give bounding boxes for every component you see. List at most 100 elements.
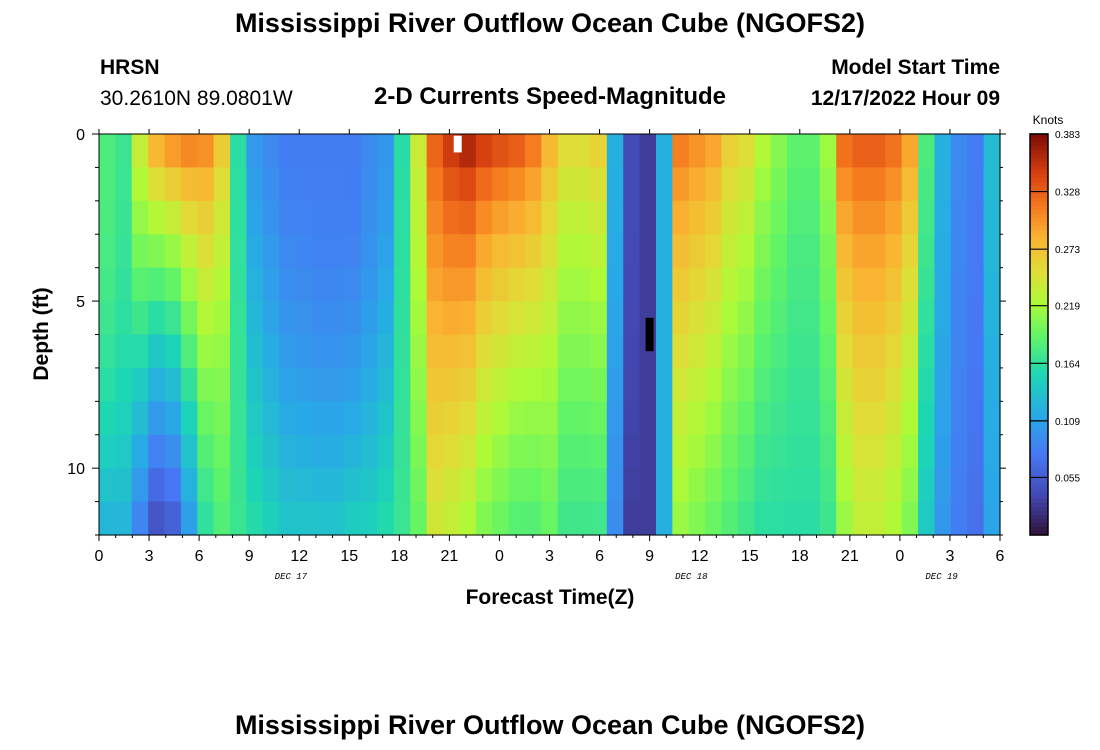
heatmap-cell xyxy=(950,267,968,302)
heatmap-cell xyxy=(148,468,166,503)
heatmap-cell xyxy=(361,167,379,202)
colorbar-segment xyxy=(1030,162,1048,167)
heatmap-cell xyxy=(393,134,411,169)
heatmap-cell xyxy=(377,401,395,436)
heatmap-cell xyxy=(918,134,936,169)
heatmap-cell xyxy=(361,234,379,269)
heatmap-cell xyxy=(115,301,133,336)
heatmap-cell xyxy=(230,468,248,503)
heatmap-cell xyxy=(787,200,805,235)
heatmap-cell xyxy=(819,134,837,169)
heatmap-cell xyxy=(197,434,215,469)
heatmap-cell xyxy=(606,401,624,436)
heatmap-cell xyxy=(426,200,444,235)
heatmap-cell xyxy=(508,267,526,302)
colorbar-segment xyxy=(1030,166,1048,171)
heatmap-cell xyxy=(950,501,968,536)
heatmap-cell xyxy=(655,200,673,235)
heatmap-cell xyxy=(410,134,428,169)
colorbar-segment xyxy=(1030,334,1048,340)
heatmap-cell xyxy=(721,167,739,202)
heatmap-cell xyxy=(508,501,526,536)
heatmap-cell xyxy=(983,134,1001,169)
heatmap-cell xyxy=(262,434,280,469)
x-tick-label: 0 xyxy=(95,548,104,565)
colorbar-tick-label: 0.383 xyxy=(1055,130,1080,141)
colorbar-segment xyxy=(1030,226,1048,231)
heatmap-cell xyxy=(148,267,166,302)
colorbar-segment xyxy=(1030,486,1048,492)
colorbar-segment xyxy=(1030,458,1048,464)
colorbar-segment xyxy=(1030,322,1048,328)
heatmap-cell xyxy=(279,301,297,336)
heatmap-cell xyxy=(623,434,641,469)
colorbar-segment xyxy=(1030,366,1048,372)
heatmap-cell xyxy=(279,401,297,436)
heatmap-cell xyxy=(279,267,297,302)
heatmap-cell xyxy=(918,334,936,369)
heatmap-cell xyxy=(606,501,624,536)
colorbar-segment xyxy=(1030,186,1048,191)
colorbar-segment xyxy=(1030,442,1048,448)
heatmap-cell xyxy=(262,401,280,436)
heatmap-cell xyxy=(377,200,395,235)
heatmap-cell xyxy=(623,167,641,202)
heatmap-cell xyxy=(328,134,346,169)
heatmap-cell xyxy=(983,200,1001,235)
heatmap-cell xyxy=(443,200,460,235)
heatmap-cell xyxy=(623,501,641,536)
heatmap-cell xyxy=(557,200,575,235)
heatmap-cell xyxy=(852,301,870,336)
heatmap-cell xyxy=(262,367,280,402)
heatmap-cell xyxy=(197,234,215,269)
heatmap-cell xyxy=(541,267,559,302)
heatmap-cell xyxy=(688,401,706,436)
heatmap-cell xyxy=(213,267,231,302)
heatmap-cell xyxy=(524,334,542,369)
heatmap-cell xyxy=(803,401,821,436)
heatmap-cell xyxy=(590,267,608,302)
heatmap-cell xyxy=(983,367,1001,402)
x-tick-label: 15 xyxy=(340,548,358,565)
heatmap-cell xyxy=(131,334,149,369)
colorbar-segment xyxy=(1030,530,1048,536)
heatmap-cell xyxy=(164,200,182,235)
station-name: HRSN xyxy=(100,56,160,79)
heatmap-cell xyxy=(836,267,854,302)
date-label: DEC 17 xyxy=(275,572,308,582)
heatmap-cell xyxy=(99,167,116,202)
heatmap-cell xyxy=(508,401,526,436)
heatmap-cell xyxy=(230,434,248,469)
heatmap-cell xyxy=(230,401,248,436)
heatmap-cell xyxy=(803,334,821,369)
heatmap-cell xyxy=(475,167,493,202)
heatmap-cell xyxy=(459,334,477,369)
heatmap-cell xyxy=(328,367,346,402)
heatmap-cell xyxy=(410,501,428,536)
heatmap-cell xyxy=(541,501,559,536)
heatmap-cell xyxy=(180,301,198,336)
heatmap-cell xyxy=(901,434,919,469)
heatmap-cell xyxy=(885,367,903,402)
heatmap-cell xyxy=(574,301,592,336)
heatmap-cell xyxy=(737,167,755,202)
heatmap-cell xyxy=(557,134,575,169)
heatmap-cell xyxy=(885,501,903,536)
heatmap-cell xyxy=(180,367,198,402)
x-tick-label: 6 xyxy=(595,548,604,565)
heatmap-cell xyxy=(623,367,641,402)
colorbar-segment xyxy=(1030,310,1048,316)
heatmap-cell xyxy=(557,367,575,402)
heatmap-cell xyxy=(541,367,559,402)
heatmap-cell xyxy=(475,367,493,402)
x-tick-label: 12 xyxy=(290,548,308,565)
heatmap-cell xyxy=(934,401,952,436)
heatmap-cell xyxy=(574,167,592,202)
heatmap-cell xyxy=(426,167,444,202)
heatmap-cell xyxy=(852,200,870,235)
heatmap-cell xyxy=(180,334,198,369)
heatmap-cell xyxy=(967,501,985,536)
heatmap-cell xyxy=(705,167,723,202)
colorbar-segment xyxy=(1030,498,1048,504)
x-tick-label: 18 xyxy=(390,548,408,565)
